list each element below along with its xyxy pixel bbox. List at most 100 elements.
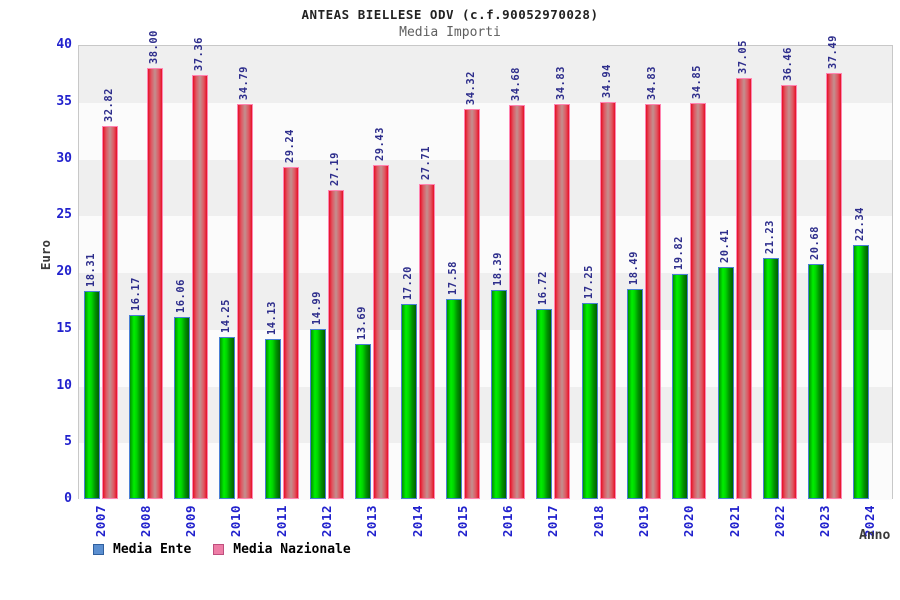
media-nazionale-swatch-icon [213, 544, 225, 555]
value-label-media-ente-2018: 17.25 [582, 265, 595, 300]
bar-media-nazionale-2008 [146, 67, 163, 499]
bar-media-ente-2018 [581, 303, 598, 499]
value-label-media-ente-2010: 14.25 [220, 299, 233, 334]
gridline-band [79, 386, 892, 444]
gridline-band [79, 46, 892, 103]
value-label-media-ente-2013: 13.69 [356, 305, 369, 340]
bar-media-nazionale-2009 [192, 74, 209, 499]
value-label-media-ente-2007: 18.31 [84, 253, 97, 288]
legend: Media Ente Media Nazionale [93, 542, 351, 557]
media-ente-swatch-icon [93, 544, 104, 555]
bar-media-ente-2017 [536, 309, 553, 499]
bar-media-ente-2021 [717, 267, 734, 499]
y-tick-label: 25 [56, 207, 72, 223]
bar-media-nazionale-2017 [554, 103, 571, 499]
value-label-media-nazionale-2021: 37.05 [736, 40, 749, 75]
value-label-media-ente-2019: 18.49 [627, 251, 640, 286]
value-label-media-nazionale-2017: 34.83 [555, 65, 568, 100]
plot-area [78, 45, 893, 500]
value-label-media-ente-2020: 19.82 [673, 235, 686, 271]
value-label-media-nazionale-2008: 38.00 [147, 29, 160, 64]
bar-media-nazionale-2015 [463, 109, 480, 499]
bar-media-ente-2010 [219, 337, 236, 499]
x-tick-label-2016: 2016 [500, 505, 516, 538]
bar-media-ente-2020 [672, 274, 689, 499]
value-label-media-nazionale-2013: 29.43 [374, 126, 387, 161]
value-label-media-nazionale-2022: 36.46 [781, 47, 794, 82]
x-tick-label-2015: 2015 [454, 505, 470, 538]
value-label-media-nazionale-2012: 27.19 [329, 152, 342, 187]
legend-item-media-nazionale: Media Nazionale [213, 542, 351, 557]
bar-media-nazionale-2010 [237, 104, 254, 499]
bar-media-nazionale-2022 [780, 85, 797, 499]
gridline-band [79, 329, 892, 387]
bar-media-nazionale-2020 [690, 103, 707, 499]
value-label-media-nazionale-2016: 34.68 [510, 67, 523, 102]
legend-label-media-nazionale: Media Nazionale [233, 542, 351, 557]
y-tick-label: 20 [56, 264, 72, 279]
y-tick-label: 30 [56, 150, 72, 166]
bar-media-ente-2016 [491, 290, 508, 499]
bar-media-nazionale-2012 [328, 190, 345, 499]
chart-title: ANTEAS BIELLESE ODV (c.f.90052970028) [301, 7, 599, 22]
gridline-band [79, 159, 892, 217]
bar-media-nazionale-2014 [418, 184, 435, 499]
x-tick-label-2007: 2007 [92, 505, 108, 538]
gridline-band [79, 102, 892, 160]
value-label-media-ente-2022: 21.23 [763, 219, 776, 255]
x-tick-label-2019: 2019 [635, 505, 651, 538]
y-tick-label: 0 [64, 491, 72, 506]
value-label-media-ente-2009: 16.06 [175, 278, 188, 313]
value-label-media-nazionale-2020: 34.85 [691, 65, 704, 100]
bar-media-nazionale-2023 [826, 73, 843, 499]
bar-media-ente-2019 [626, 289, 643, 499]
bar-media-nazionale-2011 [282, 167, 299, 499]
value-label-media-ente-2011: 14.13 [265, 300, 278, 335]
x-tick-label-2010: 2010 [228, 505, 244, 538]
chart-subtitle: Media Importi [399, 25, 501, 40]
x-tick-label-2012: 2012 [319, 505, 335, 538]
x-tick-label-2022: 2022 [771, 505, 787, 538]
bar-media-nazionale-2021 [735, 78, 752, 499]
bar-media-ente-2007 [83, 291, 100, 499]
bar-media-nazionale-2013 [373, 164, 390, 499]
value-label-media-nazionale-2014: 27.71 [419, 146, 432, 181]
value-label-media-ente-2015: 17.58 [446, 261, 459, 296]
x-tick-label-2008: 2008 [137, 505, 153, 538]
legend-label-media-ente: Media Ente [113, 542, 192, 557]
value-label-media-ente-2008: 16.17 [129, 277, 142, 312]
x-tick-label-2018: 2018 [590, 505, 606, 538]
value-label-media-ente-2024: 22.34 [854, 207, 867, 242]
x-tick-label-2009: 2009 [183, 505, 199, 538]
bar-media-ente-2012 [310, 328, 327, 499]
bar-media-ente-2015 [445, 299, 462, 499]
value-label-media-ente-2023: 20.68 [809, 226, 822, 261]
bar-media-ente-2008 [128, 315, 145, 499]
x-tick-label-2011: 2011 [273, 505, 289, 538]
x-tick-label-2020: 2020 [681, 505, 697, 538]
gridline-band [79, 443, 892, 500]
bar-media-ente-2022 [762, 258, 779, 499]
y-tick-label: 35 [56, 93, 72, 109]
bar-media-nazionale-2018 [599, 102, 616, 499]
value-label-media-nazionale-2018: 34.94 [600, 64, 613, 99]
value-label-media-ente-2016: 18.39 [492, 252, 505, 287]
value-label-media-nazionale-2019: 34.83 [645, 65, 658, 100]
gridline-band [79, 216, 892, 273]
gridline-band [79, 273, 892, 330]
y-tick-label: 15 [56, 320, 72, 336]
x-tick-label-2014: 2014 [409, 505, 425, 538]
x-tick-label-2021: 2021 [726, 505, 742, 538]
value-label-media-nazionale-2015: 34.32 [464, 71, 477, 106]
value-label-media-ente-2017: 16.72 [537, 271, 550, 306]
value-label-media-nazionale-2007: 32.82 [102, 88, 115, 123]
bar-media-ente-2009 [174, 316, 191, 499]
y-tick-label: 5 [64, 434, 72, 450]
x-axis-title: Anno [859, 528, 891, 543]
y-tick-label: 40 [56, 37, 72, 52]
value-label-media-nazionale-2011: 29.24 [283, 129, 296, 164]
bar-media-ente-2011 [264, 338, 281, 499]
value-label-media-nazionale-2010: 34.79 [238, 66, 251, 101]
value-label-media-ente-2021: 20.41 [718, 229, 731, 264]
